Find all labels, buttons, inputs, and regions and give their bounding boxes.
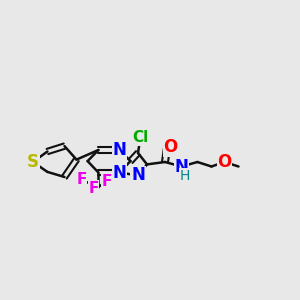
Text: N: N bbox=[112, 141, 126, 159]
Text: S: S bbox=[27, 153, 39, 171]
Text: H: H bbox=[179, 169, 190, 182]
Text: N: N bbox=[112, 164, 126, 181]
Text: N: N bbox=[175, 158, 188, 175]
Text: O: O bbox=[217, 153, 232, 171]
Text: F: F bbox=[101, 174, 112, 189]
Text: F: F bbox=[76, 172, 87, 188]
Text: Cl: Cl bbox=[132, 130, 148, 145]
Text: F: F bbox=[88, 181, 99, 196]
Text: N: N bbox=[131, 167, 145, 184]
Text: O: O bbox=[164, 138, 178, 156]
